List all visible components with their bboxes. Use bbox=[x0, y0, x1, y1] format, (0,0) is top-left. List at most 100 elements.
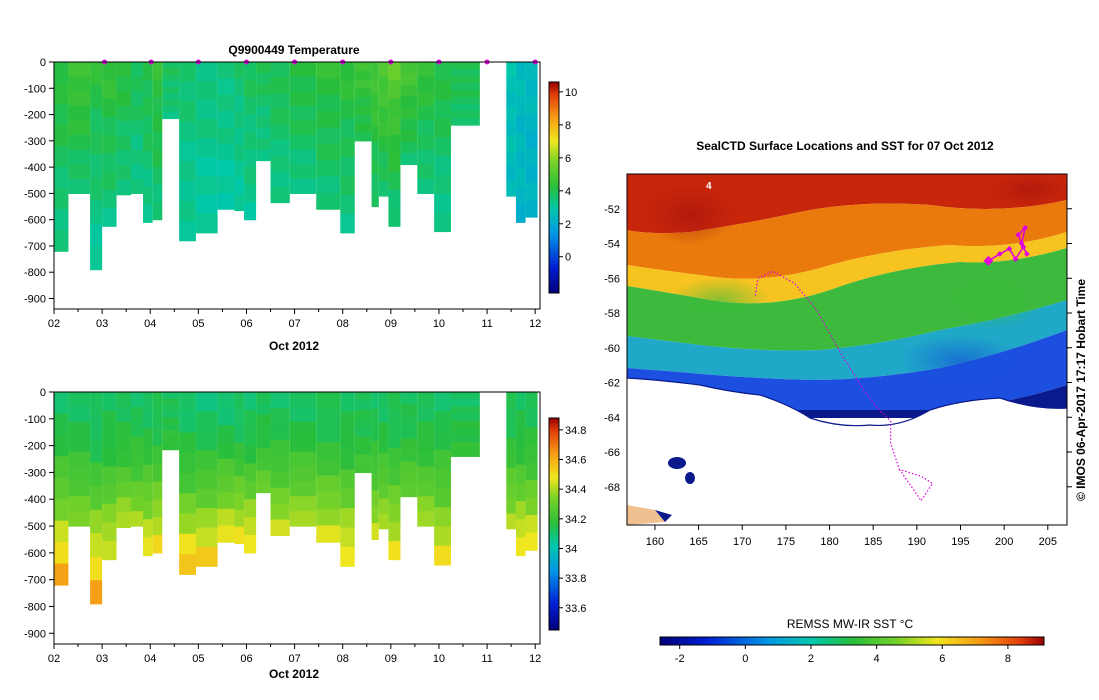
profile-cell bbox=[316, 408, 341, 426]
profile-cell bbox=[68, 421, 91, 438]
profile-cell bbox=[143, 501, 153, 520]
map-frame bbox=[626, 173, 1068, 526]
profile-cell bbox=[270, 455, 290, 473]
profile-cell bbox=[143, 133, 153, 152]
profile-cell bbox=[162, 112, 180, 120]
profile-column bbox=[102, 62, 117, 227]
profile-cell bbox=[195, 118, 218, 139]
profile-column bbox=[244, 392, 257, 554]
profile-cell bbox=[400, 426, 418, 440]
island-sturge bbox=[685, 472, 695, 484]
profile-cell bbox=[244, 463, 257, 482]
profile-cell bbox=[417, 62, 435, 78]
profile-column bbox=[54, 62, 69, 252]
profile-cell bbox=[270, 108, 290, 126]
profile-cell bbox=[102, 429, 117, 449]
profile-cell bbox=[68, 511, 91, 527]
profile-cell bbox=[316, 94, 341, 112]
y-tick-label: -800 bbox=[24, 601, 46, 613]
y-tick-label: -600 bbox=[24, 548, 46, 560]
cbar-tick-label: 4 bbox=[565, 186, 571, 198]
profile-column bbox=[400, 62, 418, 166]
profile-cell bbox=[130, 511, 144, 527]
profile-cell bbox=[388, 153, 401, 173]
profile-cell bbox=[417, 421, 435, 438]
profile-cell bbox=[234, 509, 245, 528]
profile-cell bbox=[244, 184, 257, 203]
profile-cell bbox=[400, 118, 418, 131]
profile-cell bbox=[378, 136, 389, 152]
y-tick-label: -100 bbox=[24, 83, 46, 95]
profile-cell bbox=[102, 134, 117, 154]
profile-column bbox=[234, 62, 245, 212]
profile-column bbox=[179, 392, 196, 575]
profile-cell bbox=[525, 199, 538, 218]
x-tick-label: 03 bbox=[96, 318, 108, 330]
profile-column bbox=[162, 62, 180, 120]
profile-cell bbox=[289, 91, 317, 107]
y-tick-label: -400 bbox=[24, 162, 46, 174]
profile-cell bbox=[340, 156, 355, 177]
profile-cell bbox=[162, 436, 180, 444]
profile-cell bbox=[515, 62, 526, 81]
profile-cell bbox=[371, 78, 379, 95]
profile-cell bbox=[102, 153, 117, 173]
profile-cell bbox=[371, 424, 379, 442]
profile-cell bbox=[130, 392, 144, 408]
profile-cell bbox=[316, 475, 341, 493]
profile-cell bbox=[354, 409, 372, 420]
profile-cell bbox=[450, 449, 480, 457]
profile-cell bbox=[244, 149, 257, 168]
profile-cell bbox=[116, 437, 131, 453]
profile-cell bbox=[130, 178, 144, 194]
sst-colorbar-label: REMSS MW-IR SST °C bbox=[787, 617, 914, 631]
temperature-section-plot: Q9900449 Temperature 02 03 04 05 06 07 08 09 10 1… bbox=[24, 43, 577, 353]
profile-cell bbox=[417, 164, 435, 180]
profile-cell bbox=[417, 134, 435, 151]
profile-cell bbox=[234, 127, 245, 146]
profile-cell bbox=[234, 425, 245, 444]
profile-cell bbox=[434, 526, 451, 547]
profile-cell bbox=[515, 115, 526, 134]
profile-cell bbox=[234, 177, 245, 195]
profile-cell bbox=[90, 415, 103, 440]
profile-cell bbox=[417, 392, 435, 408]
y-tick-label: -900 bbox=[24, 628, 46, 640]
profile-cell bbox=[316, 442, 341, 460]
profile-cell bbox=[354, 123, 372, 133]
profile-cell bbox=[256, 414, 271, 427]
profile-column bbox=[116, 392, 131, 528]
profile-cell bbox=[244, 62, 257, 81]
profile-cell bbox=[217, 425, 235, 443]
profile-cell bbox=[162, 68, 180, 76]
profile-cell bbox=[143, 482, 153, 502]
profile-cell bbox=[152, 149, 163, 168]
profile-cell bbox=[506, 392, 516, 408]
x-tick-label: 03 bbox=[96, 653, 108, 665]
profile-cell bbox=[234, 94, 245, 113]
profile-column bbox=[289, 392, 317, 527]
profile-cell bbox=[270, 124, 290, 141]
profile-cell bbox=[90, 392, 103, 417]
seal-location-marker bbox=[996, 251, 1003, 257]
profile-cell bbox=[270, 77, 290, 94]
profile-column bbox=[217, 392, 235, 543]
profile-cell bbox=[162, 417, 180, 425]
profile-cell bbox=[316, 143, 341, 161]
profile-cell bbox=[434, 62, 451, 82]
y-tick-label: -500 bbox=[24, 521, 46, 533]
x-tick-label: 08 bbox=[337, 318, 349, 330]
profile-cell bbox=[434, 174, 451, 195]
profile-cell bbox=[54, 392, 69, 415]
profile-cell bbox=[400, 473, 418, 486]
profile-cell bbox=[340, 62, 355, 82]
profile-column bbox=[116, 62, 131, 196]
profile-cell bbox=[515, 537, 526, 557]
profile-cell bbox=[525, 165, 538, 184]
profile-cell bbox=[434, 193, 451, 214]
profile-cell bbox=[354, 105, 372, 116]
profile-cell bbox=[378, 422, 389, 439]
y-tick-label: -300 bbox=[24, 136, 46, 148]
profile-cell bbox=[270, 93, 290, 110]
cbar-tick-label: 34.2 bbox=[565, 514, 586, 526]
